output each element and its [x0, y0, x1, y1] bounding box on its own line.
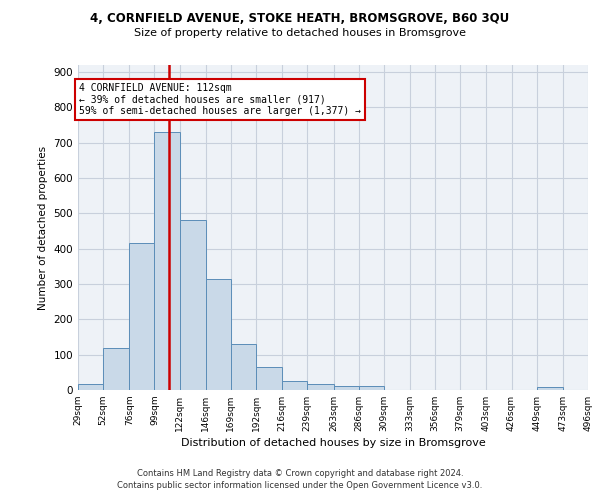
Bar	[206, 278, 231, 390]
Bar	[154, 132, 179, 390]
Bar	[130, 244, 154, 390]
Bar	[282, 381, 307, 390]
Bar	[231, 344, 256, 390]
Text: Size of property relative to detached houses in Bromsgrove: Size of property relative to detached ho…	[134, 28, 466, 38]
Bar	[78, 384, 103, 390]
Text: 4 CORNFIELD AVENUE: 112sqm
← 39% of detached houses are smaller (917)
59% of sem: 4 CORNFIELD AVENUE: 112sqm ← 39% of deta…	[79, 82, 361, 116]
X-axis label: Distribution of detached houses by size in Bromsgrove: Distribution of detached houses by size …	[181, 438, 485, 448]
Bar	[179, 220, 206, 390]
Text: Contains HM Land Registry data © Crown copyright and database right 2024.: Contains HM Land Registry data © Crown c…	[137, 468, 463, 477]
Bar	[536, 387, 563, 390]
Bar	[359, 386, 384, 390]
Text: Contains public sector information licensed under the Open Government Licence v3: Contains public sector information licen…	[118, 481, 482, 490]
Bar	[307, 384, 334, 390]
Bar	[588, 387, 600, 390]
Bar	[334, 386, 359, 390]
Y-axis label: Number of detached properties: Number of detached properties	[38, 146, 48, 310]
Bar	[256, 367, 282, 390]
Bar	[103, 348, 130, 390]
Text: 4, CORNFIELD AVENUE, STOKE HEATH, BROMSGROVE, B60 3QU: 4, CORNFIELD AVENUE, STOKE HEATH, BROMSG…	[91, 12, 509, 26]
